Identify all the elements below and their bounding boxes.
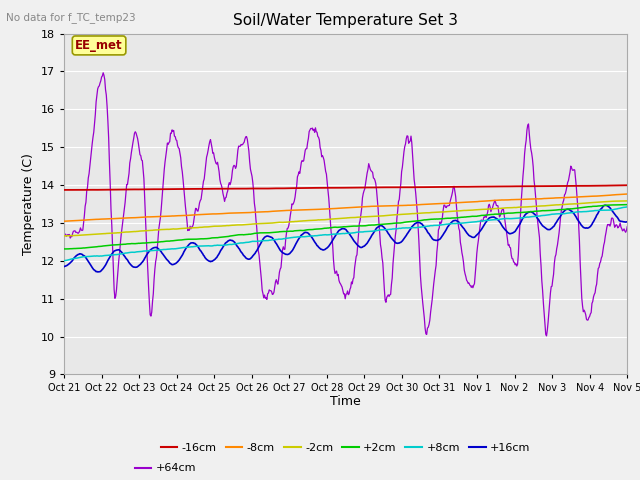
- -16cm: [415, 184, 422, 190]
- Line: +64cm: +64cm: [64, 73, 627, 336]
- -16cm: [216, 186, 224, 192]
- +64cm: [543, 333, 550, 339]
- +2cm: [216, 234, 224, 240]
- -16cm: [129, 187, 137, 192]
- +2cm: [129, 240, 137, 246]
- +8cm: [431, 223, 438, 228]
- +64cm: [99, 70, 107, 76]
- -8cm: [215, 211, 223, 216]
- Text: EE_met: EE_met: [76, 39, 123, 52]
- +8cm: [186, 244, 193, 250]
- +8cm: [70, 256, 78, 262]
- +64cm: [415, 237, 422, 243]
- -16cm: [70, 187, 78, 193]
- +16cm: [129, 264, 137, 270]
- -2cm: [414, 210, 422, 216]
- +8cm: [60, 258, 68, 264]
- +2cm: [431, 216, 439, 222]
- Line: +8cm: +8cm: [64, 207, 627, 261]
- -16cm: [431, 184, 439, 190]
- +16cm: [415, 220, 422, 226]
- +16cm: [602, 203, 609, 208]
- X-axis label: Time: Time: [330, 395, 361, 408]
- +2cm: [60, 246, 68, 252]
- +8cm: [128, 249, 136, 255]
- +8cm: [623, 204, 631, 210]
- +2cm: [415, 218, 422, 224]
- -2cm: [431, 209, 438, 215]
- -2cm: [186, 225, 193, 231]
- +8cm: [215, 242, 223, 248]
- -2cm: [623, 198, 630, 204]
- +64cm: [70, 228, 78, 234]
- +64cm: [623, 224, 631, 229]
- Legend: +64cm: +64cm: [130, 459, 200, 478]
- +2cm: [186, 236, 194, 242]
- +16cm: [623, 219, 631, 225]
- Line: -2cm: -2cm: [64, 201, 627, 236]
- +64cm: [186, 223, 194, 229]
- Line: -8cm: -8cm: [64, 194, 627, 221]
- +2cm: [71, 246, 79, 252]
- +16cm: [94, 269, 102, 275]
- Line: +16cm: +16cm: [64, 205, 627, 272]
- -8cm: [623, 191, 631, 197]
- -8cm: [70, 218, 78, 224]
- +64cm: [216, 177, 224, 182]
- -16cm: [72, 187, 79, 193]
- -16cm: [623, 182, 631, 188]
- Title: Soil/Water Temperature Set 3: Soil/Water Temperature Set 3: [233, 13, 458, 28]
- -8cm: [60, 218, 68, 224]
- +16cm: [216, 249, 224, 255]
- -2cm: [60, 233, 68, 239]
- -8cm: [128, 215, 136, 221]
- -2cm: [128, 229, 136, 235]
- -2cm: [623, 198, 631, 204]
- +2cm: [623, 202, 631, 207]
- +8cm: [414, 225, 422, 230]
- +64cm: [60, 231, 68, 237]
- -2cm: [215, 223, 223, 229]
- -8cm: [186, 212, 193, 218]
- +16cm: [60, 264, 68, 270]
- -2cm: [70, 233, 78, 239]
- Line: +2cm: +2cm: [64, 204, 627, 249]
- Line: -16cm: -16cm: [64, 185, 627, 190]
- +16cm: [70, 255, 78, 261]
- Y-axis label: Temperature (C): Temperature (C): [22, 153, 35, 255]
- -16cm: [186, 186, 194, 192]
- +16cm: [431, 237, 439, 243]
- +16cm: [186, 240, 194, 246]
- -16cm: [60, 187, 68, 193]
- -8cm: [431, 201, 438, 207]
- +64cm: [431, 268, 439, 274]
- Text: No data for f_TC_temp23: No data for f_TC_temp23: [6, 12, 136, 23]
- +2cm: [61, 246, 68, 252]
- +64cm: [129, 140, 137, 145]
- -8cm: [414, 202, 422, 208]
